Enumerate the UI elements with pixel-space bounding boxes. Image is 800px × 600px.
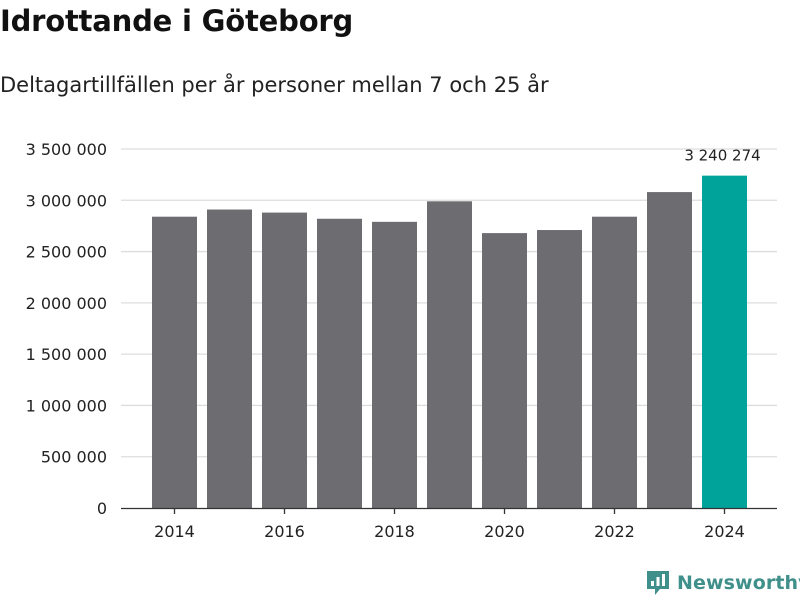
bar-2019 (427, 201, 472, 508)
bar-2020 (482, 233, 527, 508)
bar-2021 (537, 230, 582, 508)
bar-2024 (702, 175, 747, 508)
y-tick-label: 3 500 000 (26, 140, 107, 159)
brand-name: Newsworthy (677, 572, 800, 594)
newsworthy-logo-icon (647, 571, 669, 595)
y-tick-label: 2 000 000 (26, 294, 107, 313)
x-tick-label: 2024 (704, 522, 745, 541)
data-label-highlight: 3 240 274 (684, 147, 760, 165)
bar-2022 (592, 216, 637, 508)
y-tick-label: 1 000 000 (26, 396, 107, 415)
labels: 0 500 000 1 000 000 1 500 000 2 000 000 2 500… (26, 140, 761, 541)
x-tick-label: 2020 (484, 522, 525, 541)
x-tick-label: 2016 (264, 522, 305, 541)
chart-title: Idrottande i Göteborg (0, 4, 354, 38)
brand: Newsworthy (645, 568, 800, 598)
axes (121, 507, 777, 514)
bars (152, 175, 747, 508)
bar-2015 (207, 209, 252, 508)
bar-2014 (152, 216, 197, 508)
bar-2023 (647, 192, 692, 508)
x-tick-label: 2018 (374, 522, 415, 541)
x-tick-label: 2014 (154, 522, 195, 541)
bar-2017 (317, 218, 362, 508)
bar-2016 (262, 212, 307, 508)
y-tick-label: 500 000 (41, 448, 107, 467)
chart-subtitle: Deltagartillfällen per år personer mella… (0, 73, 549, 97)
bar-2018 (372, 221, 417, 508)
y-tick-label: 2 500 000 (26, 243, 107, 262)
y-tick-label: 3 000 000 (26, 191, 107, 210)
y-tick-label: 1 500 000 (26, 345, 107, 364)
x-tick-label: 2022 (594, 522, 635, 541)
y-tick-label: 0 (97, 499, 107, 518)
